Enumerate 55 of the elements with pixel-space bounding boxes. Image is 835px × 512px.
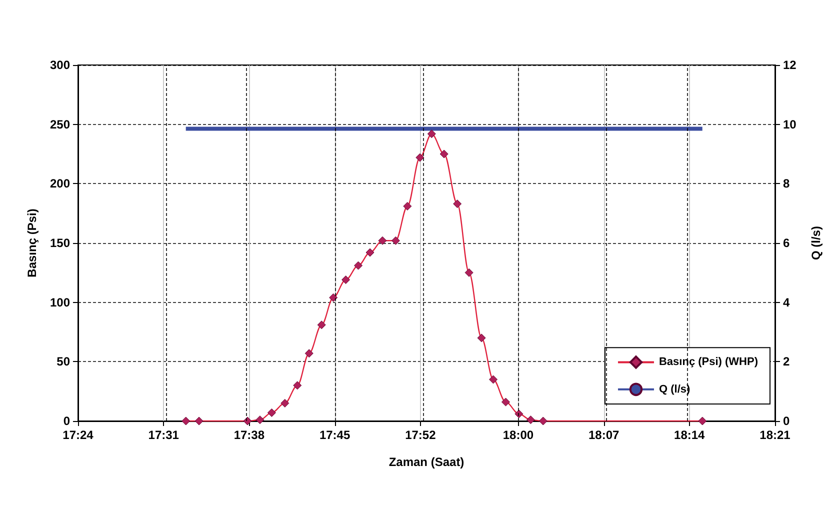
y-tick-label: 300 bbox=[50, 58, 70, 72]
y2-tick-label: 8 bbox=[783, 176, 790, 191]
point bbox=[280, 398, 290, 408]
y2-axis-title: Q (l/s) bbox=[809, 226, 823, 260]
point bbox=[489, 375, 498, 384]
y2-tick-label: 2 bbox=[783, 354, 790, 369]
x-tick-label: 18:00 bbox=[502, 428, 534, 442]
y2-tick-label: 6 bbox=[783, 236, 790, 250]
point bbox=[698, 416, 707, 426]
x-tick-label: 17:52 bbox=[405, 428, 436, 442]
point bbox=[182, 416, 190, 426]
x-tick-label: 18:07 bbox=[588, 428, 620, 442]
point bbox=[256, 416, 264, 424]
x-tick-label: 18:21 bbox=[760, 428, 791, 442]
point bbox=[427, 130, 436, 138]
x-tick-label: 17:38 bbox=[234, 428, 265, 442]
y-tick-label: 250 bbox=[50, 117, 70, 132]
y2-tick-label: 12 bbox=[783, 58, 797, 72]
point bbox=[354, 261, 363, 270]
y2-tick-label: 0 bbox=[783, 414, 790, 428]
point bbox=[391, 236, 400, 245]
y-tick-label: 100 bbox=[50, 295, 70, 310]
x-tick-label: 17:45 bbox=[319, 428, 350, 442]
point bbox=[514, 410, 524, 418]
y-tick-label: 150 bbox=[50, 236, 70, 250]
point bbox=[366, 248, 374, 257]
point bbox=[538, 416, 548, 426]
point bbox=[317, 320, 326, 330]
y2-tick-label: 4 bbox=[783, 295, 790, 310]
point bbox=[440, 150, 448, 158]
point bbox=[293, 381, 302, 390]
y-axis-title: Basınç (Psi) bbox=[25, 208, 39, 278]
x-tick-label: 17:24 bbox=[62, 428, 94, 442]
y-tick-label: 50 bbox=[56, 354, 70, 369]
x-tick-label: 18:14 bbox=[674, 428, 706, 442]
point bbox=[477, 334, 486, 342]
point bbox=[267, 408, 276, 417]
point bbox=[378, 236, 387, 245]
point bbox=[526, 416, 535, 424]
point bbox=[329, 293, 338, 302]
y-tick-label: 0 bbox=[63, 414, 70, 428]
point bbox=[501, 398, 510, 406]
x-axis-title: Zaman (Saat) bbox=[388, 455, 464, 469]
y-tick-label: 200 bbox=[50, 176, 70, 191]
y2-tick-label: 10 bbox=[783, 117, 797, 132]
point bbox=[453, 200, 462, 208]
point bbox=[304, 349, 314, 358]
x-tick-label: 17:31 bbox=[148, 428, 180, 442]
point bbox=[194, 416, 204, 426]
point bbox=[403, 202, 412, 210]
point bbox=[464, 268, 474, 277]
point bbox=[416, 153, 424, 162]
point bbox=[342, 276, 350, 284]
legend-label: Q (l/s) bbox=[658, 383, 690, 396]
legend-label: Basınç (Psi) (WHP) bbox=[658, 356, 758, 368]
